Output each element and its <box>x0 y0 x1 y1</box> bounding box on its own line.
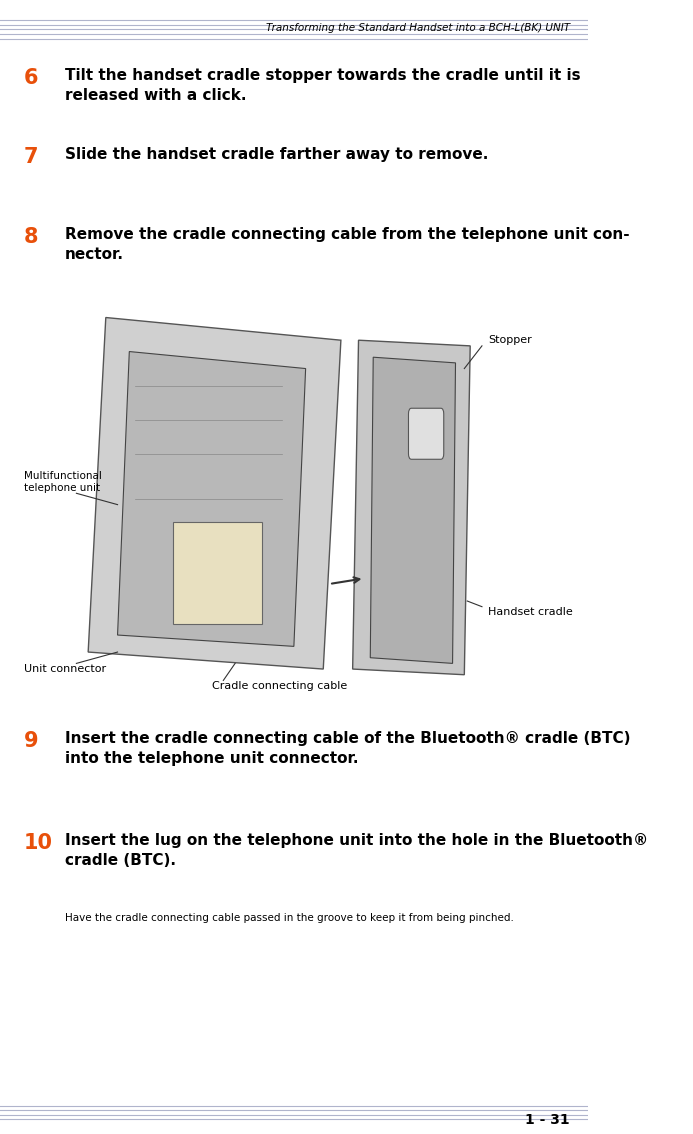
Polygon shape <box>353 340 470 675</box>
Text: 7: 7 <box>24 147 38 168</box>
FancyBboxPatch shape <box>173 522 261 624</box>
Text: Slide the handset cradle farther away to remove.: Slide the handset cradle farther away to… <box>64 147 488 162</box>
Text: Tilt the handset cradle stopper towards the cradle until it is
released with a c: Tilt the handset cradle stopper towards … <box>64 68 580 103</box>
Text: Stopper: Stopper <box>488 336 532 345</box>
Text: Have the cradle connecting cable passed in the groove to keep it from being pinc: Have the cradle connecting cable passed … <box>64 913 514 923</box>
FancyBboxPatch shape <box>35 318 552 686</box>
Text: Cradle connecting cable: Cradle connecting cable <box>211 682 346 691</box>
Text: Handset cradle: Handset cradle <box>488 608 572 617</box>
Text: Insert the cradle connecting cable of the Bluetooth® cradle (BTC)
into the telep: Insert the cradle connecting cable of th… <box>64 731 630 767</box>
Text: 10: 10 <box>24 833 53 854</box>
Text: Multifunctional
telephone unit: Multifunctional telephone unit <box>24 471 101 493</box>
Polygon shape <box>370 357 455 663</box>
Text: Unit connector: Unit connector <box>24 665 105 674</box>
Polygon shape <box>88 318 341 669</box>
Text: Remove the cradle connecting cable from the telephone unit con-
nector.: Remove the cradle connecting cable from … <box>64 227 629 262</box>
Text: Insert the lug on the telephone unit into the hole in the Bluetooth®
cradle (BTC: Insert the lug on the telephone unit int… <box>64 833 648 869</box>
Text: 1 - 31: 1 - 31 <box>525 1114 570 1127</box>
Polygon shape <box>118 352 306 646</box>
Text: Transforming the Standard Handset into a BCH-L(BK) UNIT: Transforming the Standard Handset into a… <box>266 24 570 33</box>
FancyBboxPatch shape <box>408 408 444 459</box>
Text: 6: 6 <box>24 68 38 88</box>
Text: 8: 8 <box>24 227 38 247</box>
Text: 9: 9 <box>24 731 38 752</box>
